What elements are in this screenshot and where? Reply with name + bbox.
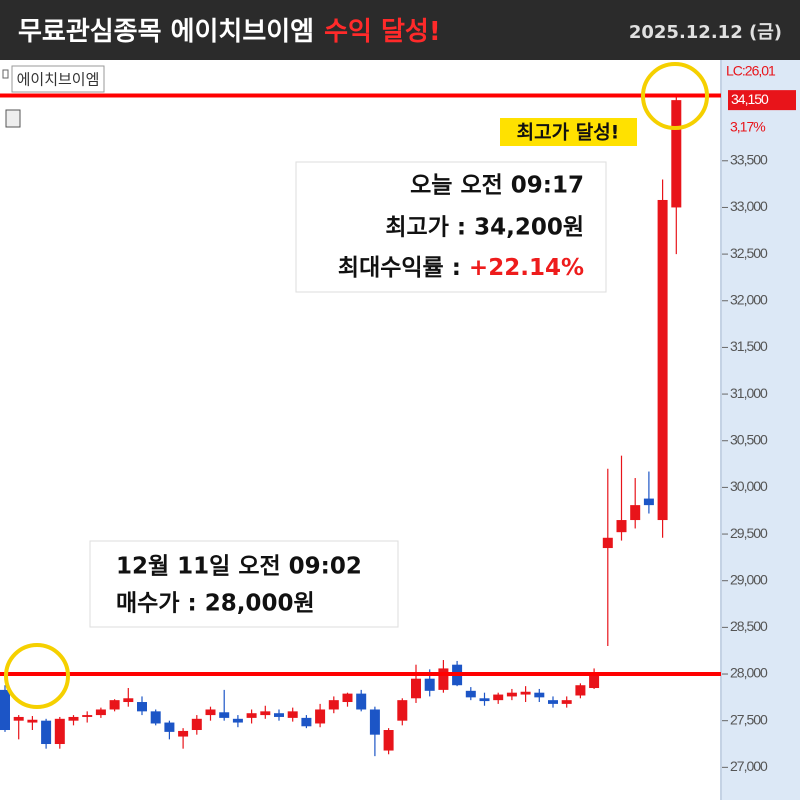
y-tick-label: 30,000 — [730, 478, 768, 494]
candle-body — [54, 718, 65, 745]
candle-body — [561, 700, 572, 704]
candle-body — [397, 700, 408, 721]
highlight-circle — [4, 643, 70, 709]
candle-body — [178, 730, 189, 737]
candle-body — [246, 713, 257, 718]
annotation: 오늘 오전 09:17 — [410, 173, 584, 199]
date: 2025.12.12 (금) — [629, 22, 782, 43]
candle-body — [411, 678, 421, 699]
y-tick-label: 32,500 — [730, 245, 768, 261]
candle-body — [671, 100, 682, 208]
candle-body — [301, 717, 312, 727]
header-bar — [0, 0, 800, 60]
y-tick-label: 30,500 — [730, 431, 768, 447]
candle-body — [465, 690, 476, 698]
y-tick-label: 32,000 — [730, 291, 768, 307]
candle-body — [123, 698, 134, 703]
candle-body — [479, 698, 490, 702]
annotation: 매수가 : 28,000원 — [116, 591, 315, 617]
y-tick-label: 33,500 — [730, 151, 768, 167]
candle-body — [0, 689, 10, 731]
y-tick-label: 31,500 — [730, 338, 768, 354]
y-tick-label: 28,000 — [730, 665, 768, 681]
annotation: 최고가 : 34,200원 — [385, 215, 584, 241]
candle-body — [109, 700, 120, 710]
icon — [5, 109, 21, 128]
candle-body — [137, 702, 147, 712]
candle-body — [506, 692, 517, 697]
candle-body — [27, 719, 38, 723]
candle-body — [602, 537, 613, 549]
annotation-value: +22.14% — [469, 255, 584, 281]
candle-body — [274, 713, 284, 717]
candle-body — [630, 505, 641, 521]
candle-body — [643, 498, 654, 506]
symbol-box — [11, 65, 105, 93]
highlight — [500, 118, 637, 146]
candle-body — [164, 722, 175, 732]
candle-body — [534, 692, 545, 698]
candle-body — [657, 199, 668, 521]
candle-body — [82, 715, 93, 717]
y-tick-label: 33,000 — [730, 198, 768, 214]
annotation: 12월 11일 오전 09:02 — [116, 554, 362, 580]
candle-body — [575, 685, 586, 696]
candle-body — [95, 709, 106, 716]
y-tick-label: 28,500 — [730, 618, 768, 634]
highlight-circle — [641, 62, 709, 130]
candle-body — [616, 520, 627, 533]
candle-body — [589, 674, 600, 689]
candle-body — [356, 693, 367, 710]
plot: 27,000 27,500 28,000 28,500 29,000 29,500 30,0… — [0, 93, 769, 774]
candle-body — [328, 700, 339, 710]
y-axis-panel — [722, 60, 800, 800]
current-price-label: 34,150 — [731, 91, 769, 107]
current-price-box — [728, 90, 796, 111]
candle-body — [150, 711, 161, 724]
annotation-label: 최대수익률 : — [338, 255, 469, 281]
y-tick-label: 29,500 — [730, 525, 768, 541]
annotation: 최대수익률 : +22.14% — [338, 255, 584, 281]
title: 무료관심종목 에이치브이엠 — [18, 17, 314, 47]
annotation-box — [89, 540, 399, 628]
candle-body — [548, 700, 558, 704]
header-title: 무료관심종목 에이치브이엠 수익 달성! — [18, 17, 441, 47]
candle-body — [424, 678, 435, 691]
candle-body — [315, 709, 326, 724]
y-tick-label: 27,500 — [730, 711, 768, 727]
candle-body — [438, 668, 449, 690]
candle-body — [342, 693, 353, 703]
lc-label: LC:26,01 — [726, 63, 776, 79]
candle-body — [493, 694, 504, 701]
candle-body — [13, 716, 24, 721]
annotation-box — [295, 161, 607, 293]
candle-body — [205, 709, 216, 716]
icon — [2, 69, 9, 79]
y-tick-label: 29,000 — [730, 571, 768, 587]
change-label: 3,17% — [730, 119, 765, 135]
y-tick-label: 31,000 — [730, 385, 768, 401]
candle-body — [260, 711, 271, 716]
candle-body — [369, 709, 380, 735]
title-highlight: 수익 달성! — [324, 17, 441, 47]
candle-body — [41, 720, 52, 745]
candle-body — [232, 718, 243, 723]
high-note: 최고가 달성! — [517, 122, 620, 144]
candle-body — [219, 712, 230, 718]
y-tick-label: 27,000 — [730, 758, 768, 774]
candle-body — [287, 711, 298, 718]
candle-body — [383, 730, 394, 751]
candle-body — [68, 716, 79, 721]
symbol: 에이치브이엠 — [17, 71, 100, 89]
candle-body — [191, 718, 202, 731]
candle-body — [520, 691, 531, 695]
